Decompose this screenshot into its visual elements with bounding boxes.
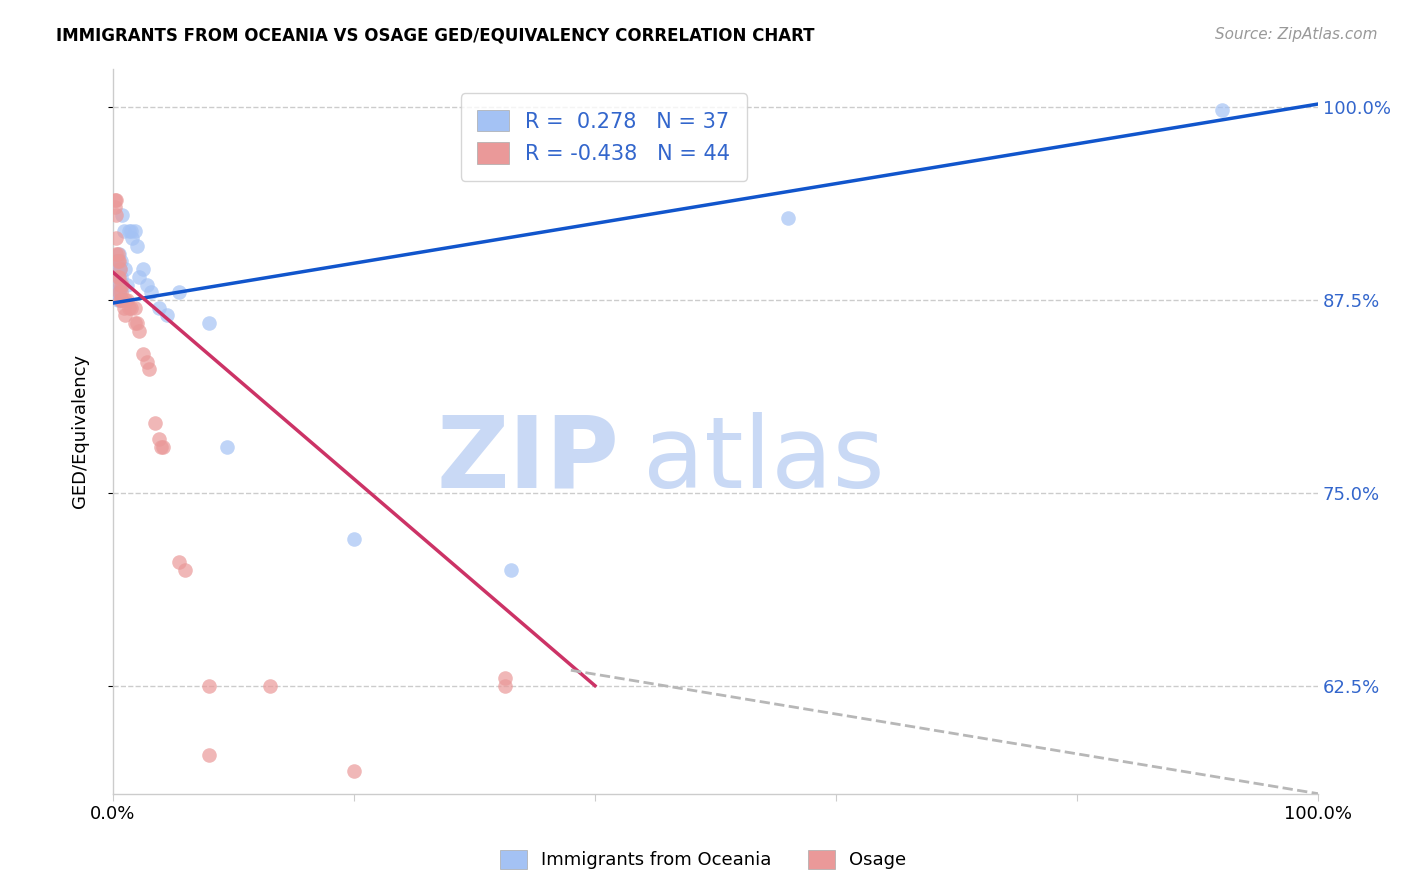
Point <box>110 269 132 284</box>
Point <box>198 679 221 693</box>
Point <box>105 193 128 207</box>
Point <box>104 200 127 214</box>
Point <box>1211 103 1233 118</box>
Point <box>114 309 136 323</box>
Point <box>107 269 129 284</box>
Point <box>198 748 221 763</box>
Point <box>114 262 136 277</box>
Point <box>108 285 131 300</box>
Point <box>198 316 221 330</box>
Point <box>108 277 131 292</box>
Point <box>107 254 129 268</box>
Point <box>167 555 190 569</box>
Point <box>117 223 139 237</box>
Point <box>108 254 131 268</box>
Point <box>124 223 146 237</box>
Point <box>121 231 143 245</box>
Point <box>112 223 135 237</box>
Point <box>108 293 131 307</box>
Point <box>150 440 173 454</box>
Point <box>108 262 131 277</box>
Point <box>494 679 516 693</box>
Point <box>132 347 155 361</box>
Point <box>125 316 148 330</box>
Point <box>104 193 127 207</box>
Point <box>343 764 366 778</box>
Point <box>107 262 129 277</box>
Point <box>108 262 131 277</box>
Point <box>107 293 129 307</box>
Point <box>103 262 125 277</box>
Point <box>167 285 190 300</box>
Point <box>114 293 136 307</box>
Point <box>138 362 160 376</box>
Point <box>124 301 146 315</box>
Point <box>143 417 166 431</box>
Y-axis label: GED/Equivalency: GED/Equivalency <box>72 354 89 508</box>
Point <box>111 208 134 222</box>
Point <box>105 246 128 260</box>
Text: atlas: atlas <box>643 411 884 508</box>
Legend: Immigrants from Oceania, Osage: Immigrants from Oceania, Osage <box>491 841 915 879</box>
Point <box>494 671 516 685</box>
Point <box>105 254 128 268</box>
Point <box>120 223 142 237</box>
Point <box>110 254 132 268</box>
Point <box>107 246 129 260</box>
Point <box>117 301 139 315</box>
Text: IMMIGRANTS FROM OCEANIA VS OSAGE GED/EQUIVALENCY CORRELATION CHART: IMMIGRANTS FROM OCEANIA VS OSAGE GED/EQU… <box>56 27 814 45</box>
Point <box>108 285 131 300</box>
Point <box>148 301 170 315</box>
Point <box>156 309 179 323</box>
Point <box>499 563 522 577</box>
Point <box>132 262 155 277</box>
Point <box>105 267 128 281</box>
Point <box>110 293 132 307</box>
Point <box>112 301 135 315</box>
Point <box>104 277 127 292</box>
Text: ZIP: ZIP <box>436 411 619 508</box>
Point <box>259 679 281 693</box>
Point <box>135 277 157 292</box>
Point <box>125 239 148 253</box>
Point <box>111 277 134 292</box>
Point <box>128 269 150 284</box>
Point <box>174 563 197 577</box>
Point <box>343 532 366 546</box>
Legend: R =  0.278   N = 37, R = -0.438   N = 44: R = 0.278 N = 37, R = -0.438 N = 44 <box>461 94 747 180</box>
Point <box>148 432 170 446</box>
Point <box>124 316 146 330</box>
Point <box>776 211 799 226</box>
Point <box>141 285 163 300</box>
Point <box>104 254 127 268</box>
Point <box>152 440 174 454</box>
Point <box>117 293 139 307</box>
Point <box>108 269 131 284</box>
Point <box>108 262 131 277</box>
Point <box>217 440 239 454</box>
Text: Source: ZipAtlas.com: Source: ZipAtlas.com <box>1215 27 1378 42</box>
Point <box>105 285 128 300</box>
Point <box>108 282 131 296</box>
Point <box>105 208 128 222</box>
Point <box>120 301 142 315</box>
Point <box>111 293 134 307</box>
Point <box>108 246 131 260</box>
Point <box>105 231 128 245</box>
Point <box>117 277 139 292</box>
Point <box>135 354 157 368</box>
Point <box>128 324 150 338</box>
Point <box>110 285 132 300</box>
